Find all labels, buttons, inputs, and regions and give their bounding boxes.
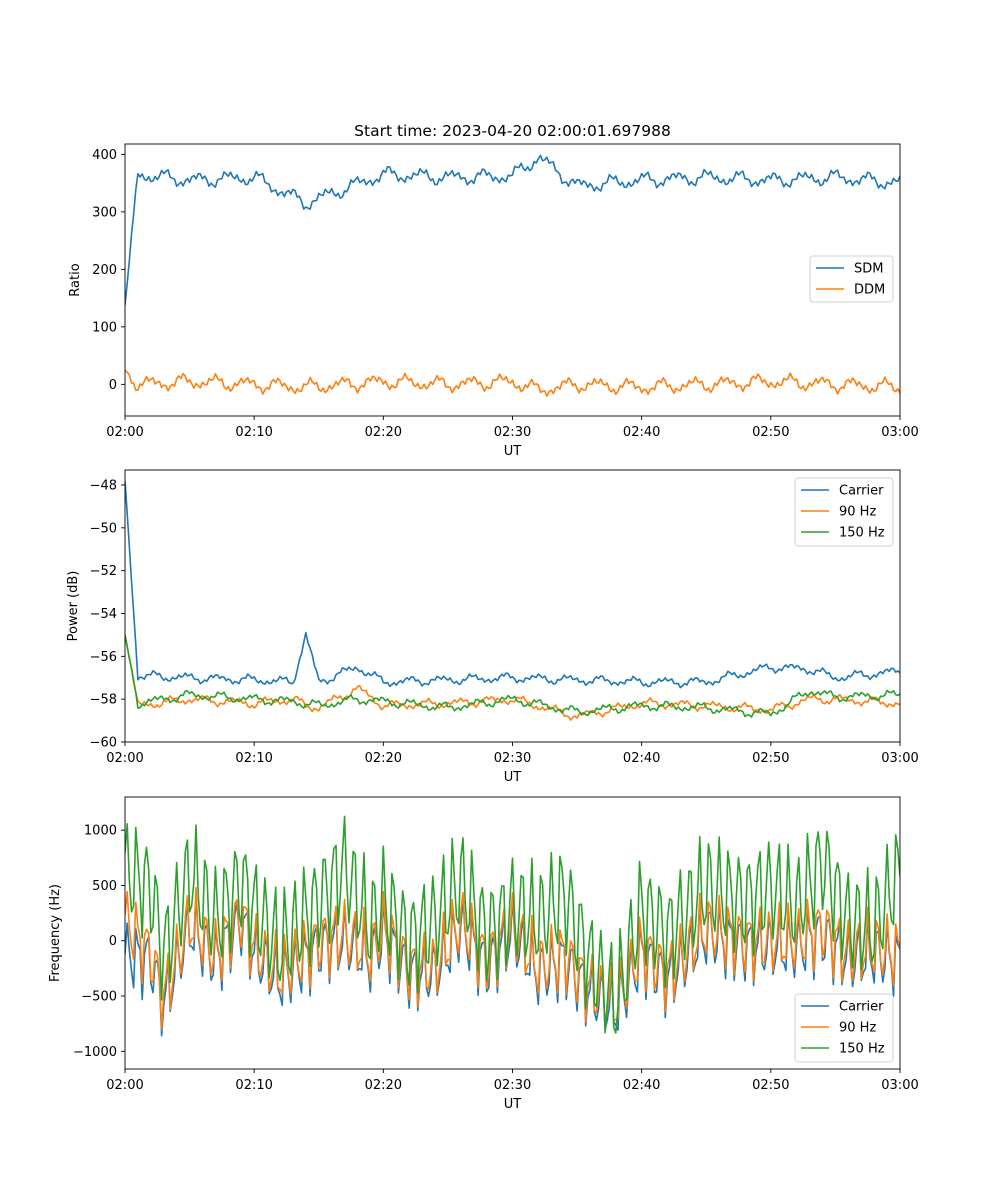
series-group xyxy=(125,815,900,1037)
x-tick-label: 03:00 xyxy=(881,425,918,440)
y-tick-label: −60 xyxy=(90,736,117,751)
legend-label: SDM xyxy=(854,262,883,277)
y-tick-label: −52 xyxy=(90,564,117,579)
series-line-sdm xyxy=(125,154,900,306)
y-tick-label: −54 xyxy=(90,607,117,622)
series-line-ddm xyxy=(125,369,900,397)
x-tick-label: 02:50 xyxy=(752,1078,789,1093)
x-tick-label: 02:00 xyxy=(106,425,143,440)
legend: Carrier 90 Hz 150 Hz xyxy=(794,993,894,1063)
x-tick-label: 02:40 xyxy=(623,1078,660,1093)
y-tick-label: 100 xyxy=(92,320,117,335)
y-tick-label: 1000 xyxy=(84,824,117,839)
x-tick-label: 02:30 xyxy=(494,425,531,440)
y-tick-label: −500 xyxy=(81,990,117,1005)
x-tick-label: 02:20 xyxy=(365,1078,402,1093)
legend-label: DDM xyxy=(854,283,885,298)
chart-2: 02:00 02:10 02:20 02:30 02:40 02:50 03:00 −60 −5… xyxy=(66,469,919,785)
y-axis-label: Frequency (Hz) xyxy=(48,884,63,982)
x-tick-label: 02:40 xyxy=(623,425,660,440)
y-tick-label: −58 xyxy=(90,693,117,708)
x-tick-label: 03:00 xyxy=(881,751,918,766)
y-tick-label: 300 xyxy=(92,205,117,220)
y-axis-label: Ratio xyxy=(68,263,83,296)
x-axis-label: UT xyxy=(504,770,522,785)
series-line-carrier xyxy=(125,480,900,689)
x-tick-label: 03:00 xyxy=(881,1078,918,1093)
legend-label: 150 Hz xyxy=(839,526,885,541)
x-tick-label: 02:40 xyxy=(623,751,660,766)
y-tick-label: 0 xyxy=(109,934,117,949)
y-axis-label: Power (dB) xyxy=(66,571,81,642)
chart-3: 02:00 02:10 02:20 02:30 02:40 02:50 03:00 −1000… xyxy=(48,796,919,1112)
y-tick-label: 400 xyxy=(92,148,117,163)
series-line-90-hz xyxy=(125,886,900,1031)
legend-label: Carrier xyxy=(839,484,884,499)
legend-box xyxy=(794,477,894,547)
charts: 02:00 02:10 02:20 02:30 02:40 02:50 03:00 0 100 2… xyxy=(48,122,919,1112)
x-axis-label: UT xyxy=(504,444,522,459)
x-tick-label: 02:50 xyxy=(752,425,789,440)
series-line-90-hz xyxy=(125,634,900,721)
series-group xyxy=(125,154,900,397)
x-tick-label: 02:20 xyxy=(365,751,402,766)
x-tick-label: 02:50 xyxy=(752,751,789,766)
series-group xyxy=(125,480,900,721)
y-tick-label: 500 xyxy=(92,879,117,894)
series-line-150-hz xyxy=(125,634,900,718)
x-axis-label: UT xyxy=(504,1097,522,1112)
y-tick-label: −1000 xyxy=(73,1045,117,1060)
legend: Carrier 90 Hz 150 Hz xyxy=(794,477,894,547)
legend: SDM DDM xyxy=(809,255,894,303)
chart-1: 02:00 02:10 02:20 02:30 02:40 02:50 03:00 0 100 2… xyxy=(68,122,919,459)
x-tick-label: 02:10 xyxy=(235,1078,272,1093)
y-tick-label: −56 xyxy=(90,650,117,665)
legend-box xyxy=(794,993,894,1063)
x-tick-label: 02:30 xyxy=(494,1078,531,1093)
x-tick-label: 02:20 xyxy=(365,425,402,440)
y-tick-label: −48 xyxy=(90,478,117,493)
legend-label: 150 Hz xyxy=(839,1042,885,1057)
legend-label: 90 Hz xyxy=(839,505,876,520)
y-tick-label: 200 xyxy=(92,263,117,278)
y-tick-label: 0 xyxy=(109,378,117,393)
x-tick-label: 02:00 xyxy=(106,751,143,766)
legend-label: Carrier xyxy=(839,1000,884,1015)
chart-title: Start time: 2023-04-20 02:00:01.697988 xyxy=(354,122,671,140)
series-line-150-hz xyxy=(125,815,900,1034)
x-tick-label: 02:30 xyxy=(494,751,531,766)
x-tick-label: 02:10 xyxy=(235,425,272,440)
x-tick-label: 02:10 xyxy=(235,751,272,766)
y-tick-label: −50 xyxy=(90,521,117,536)
x-tick-label: 02:00 xyxy=(106,1078,143,1093)
legend-label: 90 Hz xyxy=(839,1021,876,1036)
